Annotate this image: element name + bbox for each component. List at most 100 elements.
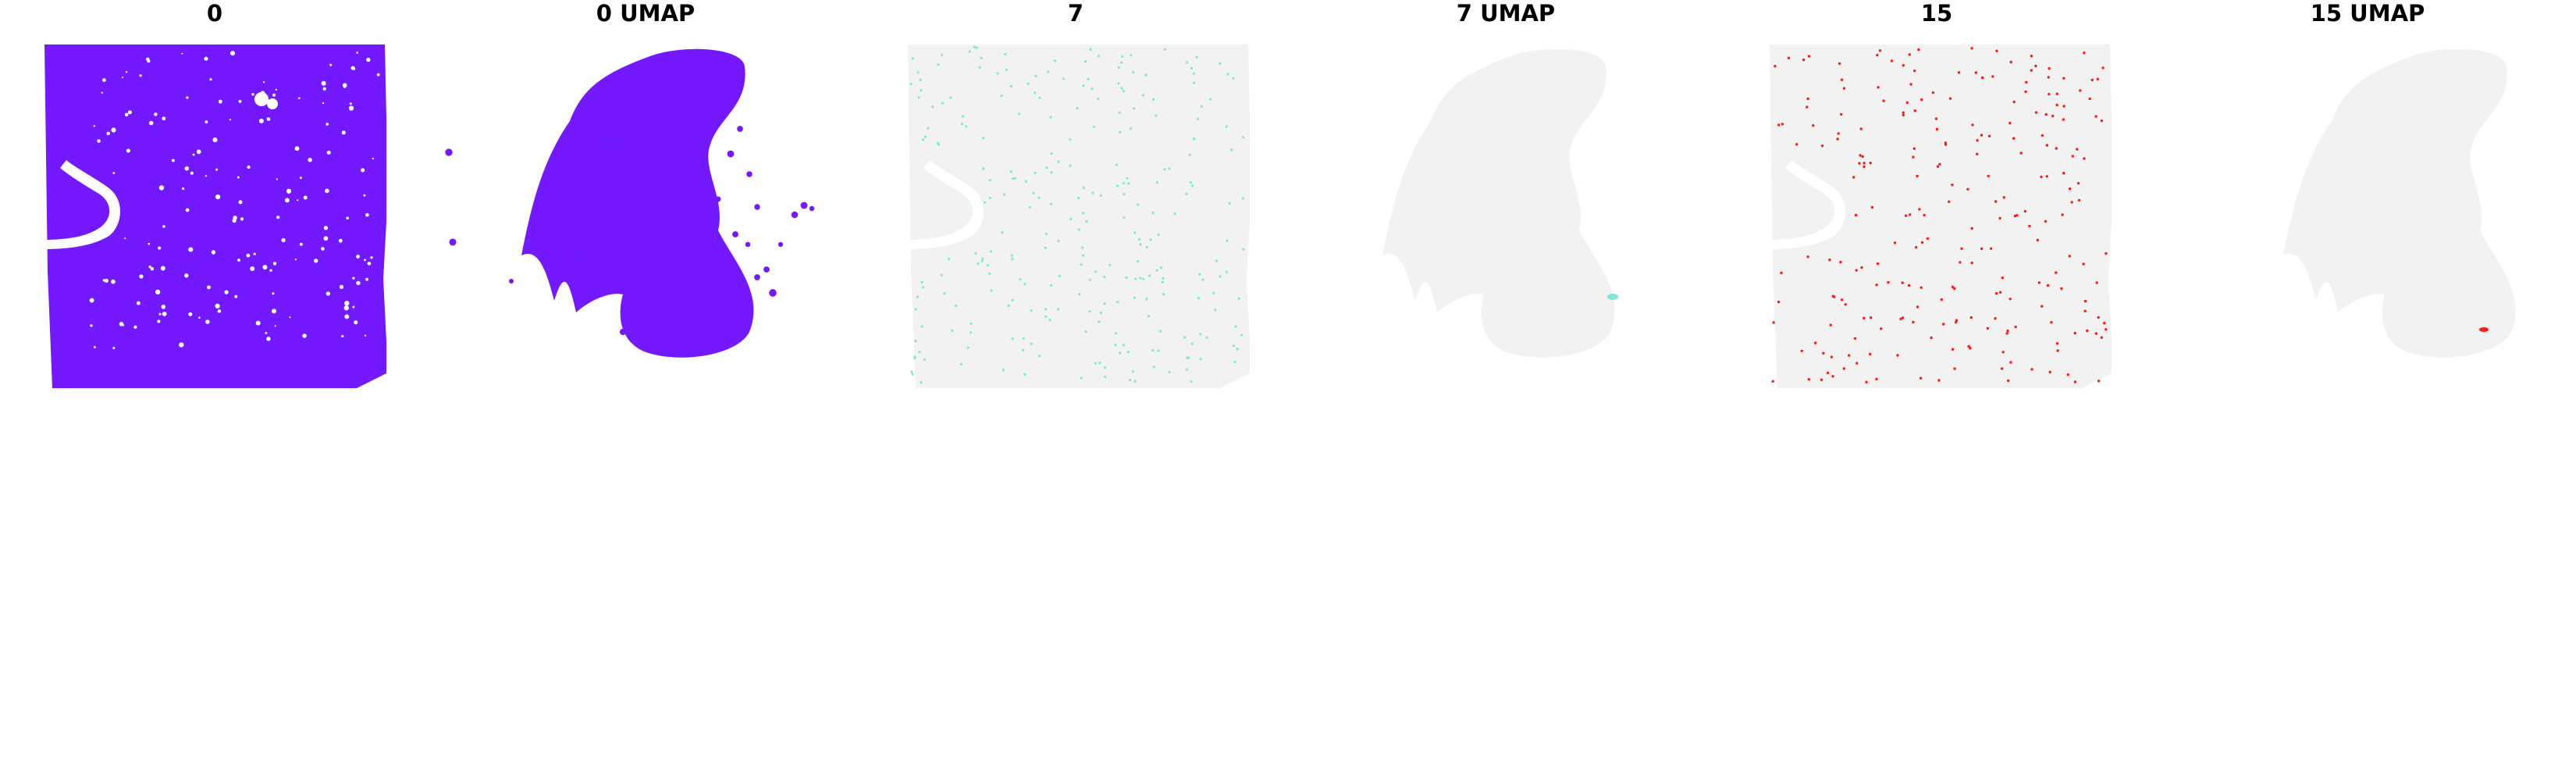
cluster-15-point: [2030, 55, 2033, 58]
cluster-7-point: [1151, 211, 1155, 214]
cluster-7-point: [1030, 342, 1033, 345]
sparse-hole: [185, 208, 190, 212]
cluster-7-point: [1108, 263, 1112, 266]
cluster-15-point: [1814, 341, 1817, 344]
cluster-15-point: [1980, 76, 1984, 80]
cluster-15-point: [1998, 216, 2001, 220]
umap-satellite-point: [800, 201, 808, 209]
cluster-7-point: [1163, 48, 1167, 51]
umap-satellite-point: [508, 278, 514, 284]
cluster-7-point: [1121, 55, 1124, 58]
sparse-hole: [247, 165, 251, 169]
cluster-7-point: [1099, 194, 1102, 197]
sparse-hole: [218, 99, 222, 104]
cluster-15-point: [2079, 89, 2082, 92]
cluster-7-point: [1147, 315, 1151, 318]
sparse-hole: [251, 93, 254, 96]
cluster-7-point: [1005, 68, 1008, 71]
cluster-15-point: [1831, 375, 1834, 378]
panel-15-spatial: [1770, 45, 2112, 388]
cluster-7-point: [968, 50, 971, 53]
cluster-7-point: [1120, 61, 1123, 64]
cluster-15-point: [1774, 65, 1777, 68]
cluster-15-point: [2016, 214, 2019, 217]
cluster-15-point: [2055, 147, 2058, 150]
sparse-hole: [190, 171, 194, 175]
cluster-15-point: [1842, 367, 1845, 370]
sparse-hole: [186, 96, 189, 99]
cluster-7-point: [1185, 192, 1188, 195]
sparse-hole: [89, 298, 94, 303]
sparse-hole: [104, 278, 109, 283]
cluster-7-point: [988, 196, 992, 200]
cluster-7-point: [1118, 111, 1121, 114]
cluster-15-point: [2050, 321, 2053, 324]
cluster-7-point: [1091, 87, 1094, 91]
cluster-15-point: [1828, 259, 1831, 262]
cluster-7-point: [954, 304, 958, 308]
cluster-7-point: [1189, 181, 1192, 184]
cluster-15-point: [2045, 144, 2049, 147]
cluster-15-point: [1893, 241, 1897, 244]
cluster-15-point: [2024, 90, 2027, 94]
cluster-7-point: [938, 143, 941, 146]
cluster-7-point: [1007, 304, 1010, 307]
cluster-15-point: [1995, 49, 1998, 52]
cluster-15-point: [1826, 371, 1830, 375]
cluster-7-point: [959, 362, 962, 366]
cluster-15-point: [2062, 105, 2065, 108]
cluster-15-point: [1807, 55, 1811, 58]
sparse-hole: [370, 256, 373, 259]
cluster-15-point: [1966, 187, 1969, 191]
cluster-15-point: [2083, 52, 2086, 55]
sparse-hole: [281, 237, 286, 243]
cluster-7-point: [1133, 380, 1137, 383]
sparse-hole: [366, 57, 371, 62]
sparse-hole: [367, 262, 372, 266]
sparse-hole: [266, 117, 271, 121]
sparse-hole: [162, 312, 167, 316]
cluster-7-point: [1013, 177, 1017, 180]
sparse-hole: [352, 305, 355, 308]
sparse-hole: [274, 325, 276, 327]
sparse-hole: [308, 158, 312, 162]
umap-satellite-point: [737, 126, 743, 132]
sparse-hole: [162, 116, 166, 121]
cluster-7-point: [1103, 366, 1107, 369]
cluster-15-point: [1856, 362, 1859, 365]
cluster-15-point: [1890, 59, 1894, 62]
sparse-hole: [289, 316, 291, 319]
sparse-hole: [348, 105, 354, 111]
cluster-15-point: [1951, 184, 1954, 187]
cluster-7-point: [937, 63, 940, 66]
cluster-15-point: [1944, 141, 1947, 144]
cluster-7-point: [1225, 125, 1228, 128]
cluster-15-point: [1787, 56, 1791, 59]
cluster-7-point: [1127, 182, 1130, 185]
sparse-hole: [158, 246, 162, 250]
cluster-15-point: [1780, 271, 1783, 275]
cluster-7-point: [1009, 84, 1012, 88]
cluster-15-point: [1959, 261, 1962, 264]
umap-satellite-point: [449, 238, 457, 246]
sparse-hole: [136, 301, 141, 305]
cluster-7-point: [969, 331, 972, 334]
cluster-7-point: [1062, 77, 1066, 80]
sparse-hole: [356, 52, 358, 54]
cluster-15-point: [2055, 342, 2059, 345]
cluster-15-point: [1936, 165, 1940, 168]
cluster-15-point: [1858, 162, 1861, 165]
panel-title-0: 0: [206, 0, 223, 27]
cluster-7-point: [1133, 107, 1136, 110]
cluster-15-point: [1840, 112, 1843, 116]
cluster-7-point: [977, 262, 980, 266]
cluster-15-point: [1905, 101, 1909, 105]
cluster-15-point: [1848, 354, 1851, 357]
cluster-15-point: [1969, 347, 1972, 350]
cluster-15-umap-points: [2479, 327, 2489, 332]
cluster-15-point: [2062, 118, 2065, 121]
umap-satellite-point: [445, 148, 453, 156]
cluster-15-point: [1861, 155, 1864, 159]
cluster-7-point: [1133, 296, 1136, 299]
cluster-7-point: [1141, 94, 1144, 97]
